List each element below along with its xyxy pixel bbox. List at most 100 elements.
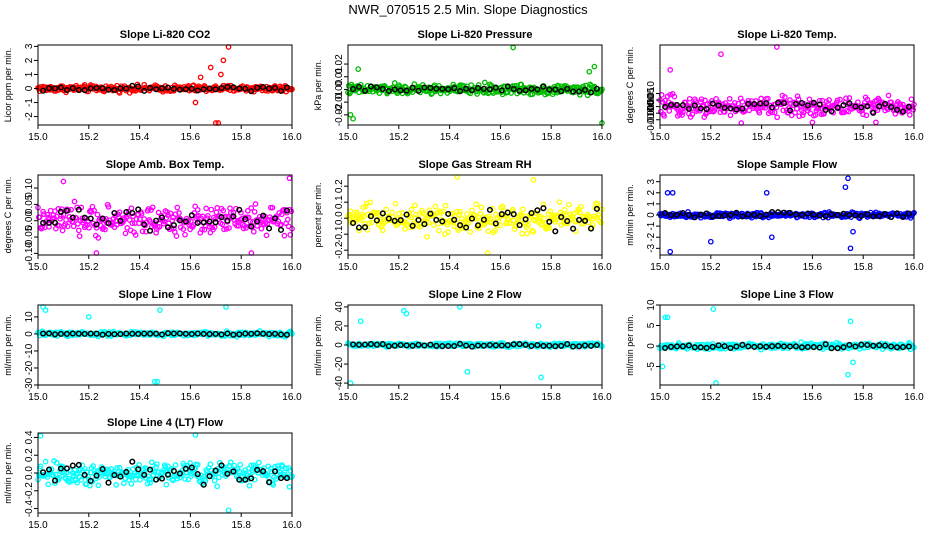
data-point xyxy=(76,233,83,240)
data-point xyxy=(774,114,781,121)
highlight-point xyxy=(893,344,901,351)
highlight-point xyxy=(367,341,374,348)
data-point xyxy=(464,211,470,217)
highlight-point xyxy=(834,104,841,111)
data-point xyxy=(231,462,238,469)
highlight-point xyxy=(135,466,142,473)
data-point xyxy=(221,226,227,233)
highlight-point xyxy=(277,226,285,233)
data-point xyxy=(128,205,135,212)
highlight-point xyxy=(254,84,261,91)
data-series xyxy=(35,44,295,126)
highlight-point xyxy=(176,86,183,93)
highlight-point xyxy=(194,471,201,478)
y-tick-label: 1 xyxy=(646,201,657,207)
y-tick-label: -1 xyxy=(24,98,35,107)
data-point xyxy=(171,225,177,232)
highlight-point xyxy=(153,86,160,93)
data-point xyxy=(74,479,80,486)
highlight-point xyxy=(685,342,692,349)
highlight-point xyxy=(93,472,100,479)
highlight-point xyxy=(230,468,237,475)
data-point xyxy=(91,468,97,474)
highlight-point xyxy=(218,462,225,469)
highlight-point xyxy=(564,341,571,348)
highlight-point xyxy=(858,104,865,111)
highlight-point xyxy=(283,207,290,214)
x-tick-label: 15.8 xyxy=(541,132,561,143)
data-point xyxy=(214,483,221,490)
plot-panel: Slope Li-820 Pressure 15.0 15.2 15.4 15.6 15.… xyxy=(313,29,612,143)
highlight-point xyxy=(224,470,231,477)
highlight-point xyxy=(206,218,213,225)
highlight-point xyxy=(552,343,559,350)
x-tick-label: 15.4 xyxy=(130,520,150,531)
highlight-point xyxy=(786,343,794,350)
data-point xyxy=(163,481,170,488)
highlight-point xyxy=(451,85,458,92)
highlight-point xyxy=(463,224,470,231)
highlight-point xyxy=(427,210,434,217)
data-point xyxy=(518,81,525,88)
outlier-point xyxy=(847,245,854,252)
y-tick-label: 0.02 xyxy=(334,54,345,74)
data-point xyxy=(61,470,68,476)
highlight-point xyxy=(828,345,835,352)
outlier-point xyxy=(37,432,44,439)
data-point xyxy=(396,210,402,217)
y-axis-label: ml/min per min. xyxy=(625,314,635,376)
data-point xyxy=(758,95,764,102)
highlight-point xyxy=(433,342,440,349)
data-point xyxy=(246,482,253,489)
highlight-point xyxy=(709,213,716,220)
highlight-point xyxy=(463,85,470,92)
data-point xyxy=(456,211,463,218)
highlight-point xyxy=(266,225,273,232)
x-tick-label: 16.0 xyxy=(282,392,302,403)
plot-panel: Slope Line 3 Flow 15.0 15.2 15.4 15.6 15.8 16.… xyxy=(625,289,924,403)
outlier-point xyxy=(662,314,668,321)
highlight-point xyxy=(260,330,267,337)
y-tick-label: 10 xyxy=(646,299,657,311)
highlight-point xyxy=(810,211,817,218)
data-point xyxy=(81,465,88,472)
data-point xyxy=(48,466,55,472)
highlight-point xyxy=(40,87,47,94)
data-point xyxy=(42,458,49,465)
highlight-point xyxy=(486,86,493,93)
highlight-point xyxy=(439,85,446,92)
data-point xyxy=(417,223,424,230)
y-axis-label: ml/min per min. xyxy=(625,184,635,246)
highlight-point xyxy=(468,87,476,94)
highlight-point xyxy=(224,83,231,91)
data-point xyxy=(53,459,60,466)
highlight-point xyxy=(516,87,523,94)
data-point xyxy=(885,92,892,99)
highlight-point xyxy=(379,85,386,92)
highlight-point xyxy=(876,103,883,110)
data-point xyxy=(513,223,520,229)
data-point xyxy=(860,111,866,118)
highlight-point xyxy=(775,209,782,216)
data-point xyxy=(356,227,362,234)
plot-frame xyxy=(659,44,915,126)
highlight-point xyxy=(69,462,76,469)
data-point xyxy=(268,468,275,475)
highlight-point xyxy=(451,342,458,350)
data-point xyxy=(149,204,156,211)
highlight-point xyxy=(105,86,112,93)
highlight-point xyxy=(593,205,600,212)
highlight-point xyxy=(480,85,487,92)
data-point xyxy=(837,96,843,103)
data-point xyxy=(805,105,812,112)
outlier-point xyxy=(157,307,163,313)
highlight-point xyxy=(492,84,499,91)
data-point xyxy=(128,480,135,487)
data-point xyxy=(95,235,102,241)
x-tick-label: 15.4 xyxy=(752,262,772,273)
x-tick-label: 15.0 xyxy=(28,520,48,531)
data-point xyxy=(111,468,118,475)
y-tick-label: -0.2 xyxy=(334,241,345,259)
highlight-point xyxy=(745,343,752,350)
highlight-point xyxy=(361,341,369,348)
